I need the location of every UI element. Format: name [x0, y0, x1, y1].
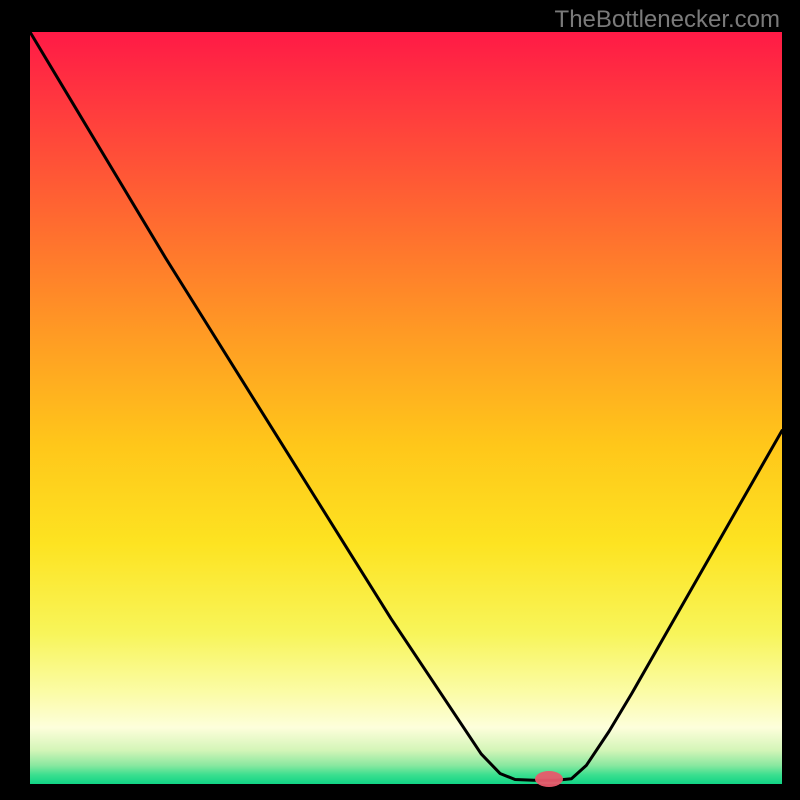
chart-background	[30, 32, 782, 784]
chart-frame: TheBottlenecker.com	[0, 0, 800, 800]
watermark-label: TheBottlenecker.com	[555, 6, 780, 34]
optimal-marker	[533, 769, 565, 789]
bottleneck-chart	[30, 32, 782, 784]
optimal-marker-dot	[535, 771, 563, 787]
